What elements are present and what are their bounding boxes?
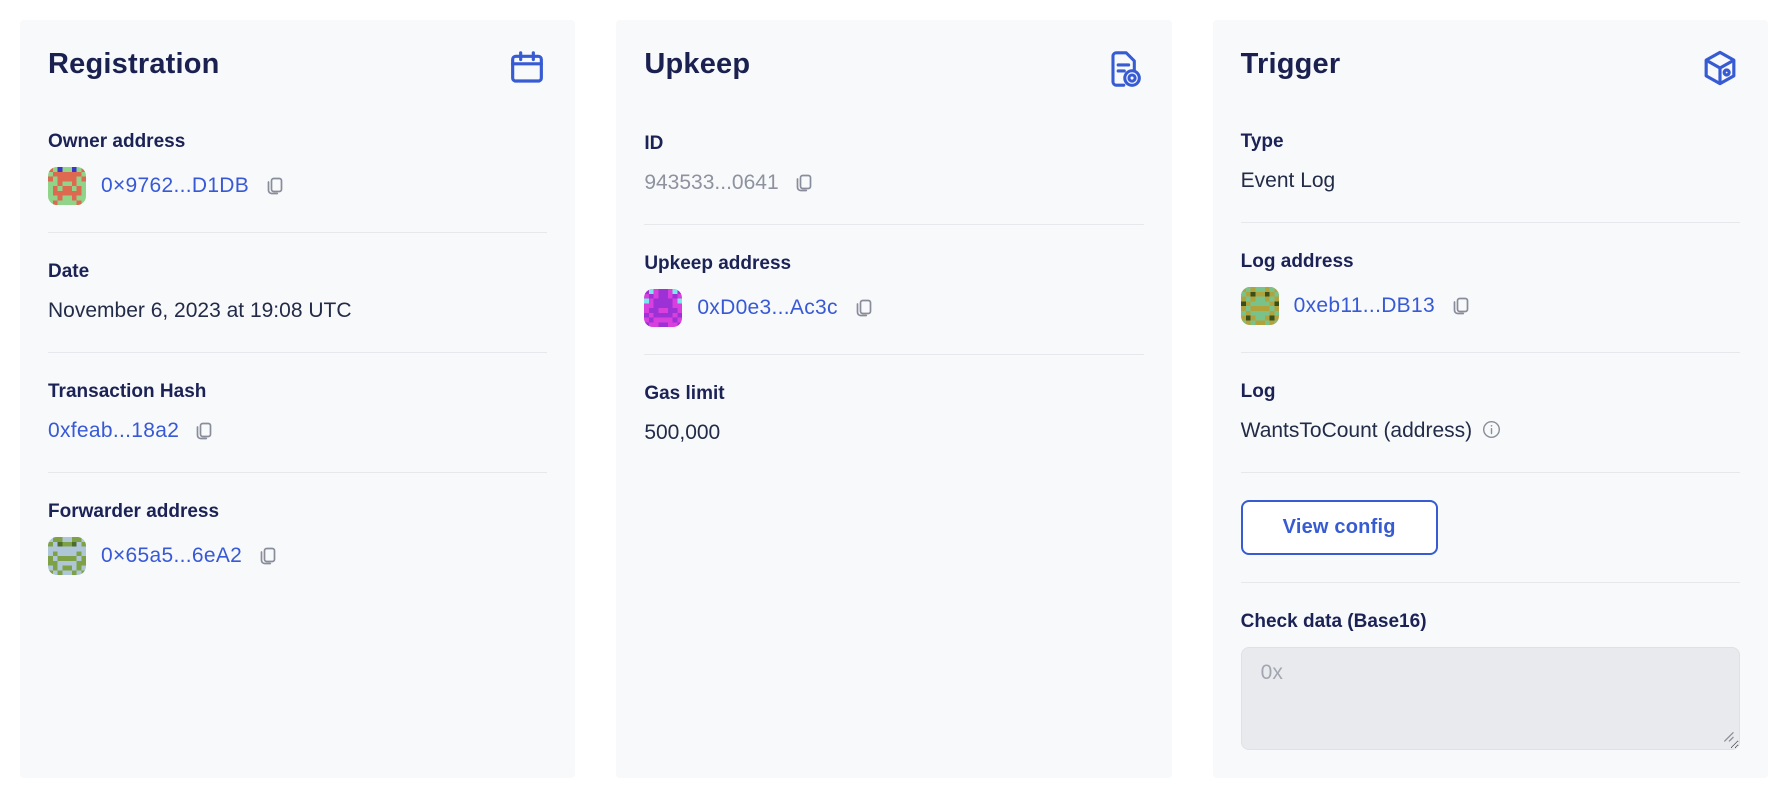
copy-owner-address-button[interactable] bbox=[264, 175, 286, 197]
view-config-button[interactable]: View config bbox=[1240, 500, 1438, 555]
divider bbox=[644, 354, 1144, 355]
date-label: Date bbox=[48, 261, 90, 282]
divider bbox=[48, 472, 548, 473]
trigger-type-row: Type Event Log bbox=[1241, 130, 1740, 195]
registration-card-header: Registration bbox=[48, 46, 547, 88]
log-address-label: Log address bbox=[1240, 251, 1354, 272]
registration-card: Registration Owner address 0×9762...D1DB bbox=[20, 20, 576, 778]
log-address-row: Log address 0xeb11...DB13 bbox=[1240, 250, 1740, 325]
check-data-label: Check data (Base16) bbox=[1240, 611, 1427, 632]
upkeep-address-link[interactable]: 0xD0e3...Ac3c bbox=[697, 296, 838, 319]
upkeep-card: Upkeep ID 943533...0641 bbox=[616, 20, 1172, 778]
upkeep-address-label: Upkeep address bbox=[644, 253, 792, 274]
trigger-card-title: Trigger bbox=[1240, 48, 1341, 80]
copy-transaction-hash-button[interactable] bbox=[193, 420, 215, 442]
owner-address-link[interactable]: 0×9762...D1DB bbox=[101, 174, 250, 197]
registration-card-title: Registration bbox=[48, 48, 220, 80]
forwarder-address-link[interactable]: 0×65a5...6eA2 bbox=[101, 544, 243, 567]
copy-forwarder-address-button[interactable] bbox=[257, 545, 279, 567]
check-data-textarea[interactable] bbox=[1240, 647, 1740, 750]
view-config-row: View config bbox=[1240, 500, 1740, 555]
trigger-card: Trigger Type Event Log Log address 0xeb1… bbox=[1212, 20, 1768, 778]
log-label: Log bbox=[1240, 381, 1276, 402]
date-value: November 6, 2023 at 19:08 UTC bbox=[48, 299, 352, 322]
upkeep-id-row: ID 943533...0641 bbox=[644, 132, 1143, 197]
divider bbox=[48, 232, 548, 233]
copy-icon bbox=[1450, 295, 1472, 317]
trigger-card-header: Trigger bbox=[1241, 46, 1740, 88]
date-row: Date November 6, 2023 at 19:08 UTC bbox=[48, 260, 547, 325]
divider bbox=[1240, 472, 1740, 473]
upkeep-id-value: 943533...0641 bbox=[644, 171, 779, 194]
divider bbox=[48, 352, 548, 353]
copy-icon bbox=[193, 420, 215, 442]
log-row: Log WantsToCount (address) bbox=[1241, 380, 1740, 445]
forwarder-address-row: Forwarder address 0×65a5...6eA2 bbox=[48, 500, 547, 575]
check-data-row: Check data (Base16) bbox=[1240, 610, 1740, 755]
log-value: WantsToCount (address) bbox=[1240, 419, 1473, 442]
copy-upkeep-id-button[interactable] bbox=[793, 172, 815, 194]
transaction-hash-link[interactable]: 0xfeab...18a2 bbox=[48, 419, 180, 442]
owner-address-avatar bbox=[48, 167, 86, 205]
copy-icon bbox=[793, 172, 815, 194]
forwarder-address-avatar bbox=[48, 537, 86, 575]
upkeep-card-header: Upkeep bbox=[644, 46, 1143, 90]
calendar-icon bbox=[507, 48, 547, 88]
log-address-avatar bbox=[1240, 287, 1279, 325]
gas-limit-row: Gas limit 500,000 bbox=[644, 382, 1143, 447]
owner-address-row: Owner address 0×9762...D1DB bbox=[48, 130, 547, 205]
upkeep-id-label: ID bbox=[644, 133, 664, 154]
gas-limit-label: Gas limit bbox=[644, 383, 725, 404]
upkeep-address-avatar bbox=[644, 289, 683, 327]
copy-upkeep-address-button[interactable] bbox=[853, 297, 875, 319]
forwarder-address-label: Forwarder address bbox=[48, 501, 220, 522]
divider bbox=[1240, 352, 1740, 353]
copy-icon bbox=[257, 545, 279, 567]
log-info-button[interactable] bbox=[1482, 420, 1501, 442]
info-icon bbox=[1482, 420, 1501, 442]
document-gear-icon bbox=[1102, 48, 1144, 90]
copy-icon bbox=[853, 297, 875, 319]
gas-limit-value: 500,000 bbox=[644, 421, 721, 444]
copy-log-address-button[interactable] bbox=[1450, 295, 1472, 317]
cube-icon bbox=[1700, 48, 1740, 88]
copy-icon bbox=[264, 175, 286, 197]
trigger-type-value: Event Log bbox=[1240, 169, 1336, 192]
upkeep-card-title: Upkeep bbox=[644, 48, 751, 80]
upkeep-address-row: Upkeep address 0xD0e3...Ac3c bbox=[644, 252, 1143, 327]
divider bbox=[644, 224, 1144, 225]
log-address-link[interactable]: 0xeb11...DB13 bbox=[1293, 294, 1435, 317]
trigger-type-label: Type bbox=[1240, 131, 1284, 152]
transaction-hash-row: Transaction Hash 0xfeab...18a2 bbox=[48, 380, 547, 445]
divider bbox=[1240, 222, 1740, 223]
owner-address-label: Owner address bbox=[48, 131, 186, 152]
divider bbox=[1240, 582, 1740, 583]
transaction-hash-label: Transaction Hash bbox=[48, 381, 207, 402]
